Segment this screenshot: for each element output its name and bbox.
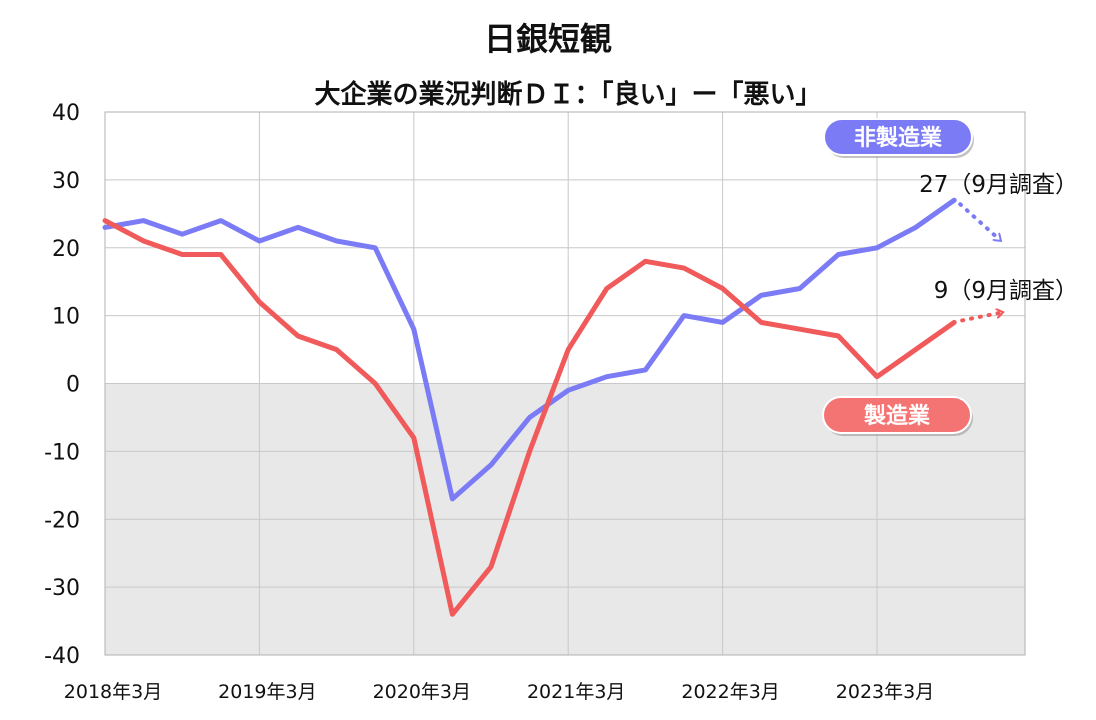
forecast-arrow — [958, 202, 1000, 243]
y-tick-label: -20 — [44, 508, 80, 533]
series-badge — [822, 396, 972, 434]
plot-frame — [104, 111, 1026, 656]
x-tick-label: 2021年3月 — [527, 681, 625, 703]
x-tick-label: 2022年3月 — [681, 681, 779, 703]
series-badge-label: 製造業 — [863, 403, 931, 429]
x-tick-label: 2020年3月 — [373, 681, 471, 703]
forecast-arrow — [960, 312, 1002, 323]
x-tick-label: 2019年3月 — [218, 681, 316, 703]
y-tick-label: -40 — [44, 644, 80, 669]
y-tick-label: 30 — [52, 169, 80, 194]
x-tick-label: 2018年3月 — [64, 681, 162, 703]
series-badge-label: 非製造業 — [854, 125, 943, 151]
annotation-label: 27（9月調査） — [919, 172, 1078, 198]
chart-subtitle: 大企業の業況判断ＤＩ：「良い」ー「悪い」 — [314, 80, 822, 110]
y-tick-label: 0 — [66, 373, 80, 398]
y-tick-label: -10 — [44, 440, 80, 465]
y-tick-label: 20 — [52, 237, 80, 262]
series-badge — [823, 118, 973, 156]
y-tick-label: -30 — [44, 576, 80, 601]
x-tick-label: 2023年3月 — [836, 681, 934, 703]
annotation-label: 9（9月調査） — [934, 278, 1078, 304]
y-tick-label: 40 — [52, 101, 80, 126]
y-tick-label: 10 — [52, 305, 80, 330]
chart-title: 日銀短観 — [483, 20, 612, 58]
